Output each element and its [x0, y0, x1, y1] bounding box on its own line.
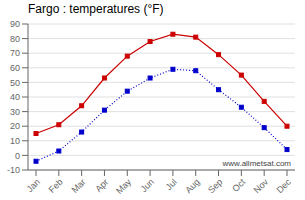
- svg-text:Oct: Oct: [230, 177, 247, 194]
- svg-text:Jan: Jan: [25, 177, 42, 194]
- svg-text:10: 10: [10, 136, 20, 146]
- svg-text:Feb: Feb: [47, 177, 65, 195]
- svg-text:20: 20: [10, 121, 20, 131]
- svg-text:90: 90: [10, 19, 20, 29]
- svg-text:80: 80: [10, 34, 20, 44]
- svg-text:Aug: Aug: [183, 177, 201, 195]
- svg-text:Dec: Dec: [275, 177, 294, 196]
- svg-text:May: May: [114, 177, 133, 196]
- svg-text:Sep: Sep: [206, 177, 224, 195]
- html-text:Fargo : temperatures (°F): Fargo : temperatures (°F): [28, 2, 164, 16]
- html-text:www.allmetsat.com: www.allmetsat.com: [222, 159, 291, 168]
- svg-text:Apr: Apr: [93, 177, 110, 194]
- svg-text:0: 0: [15, 151, 20, 161]
- svg-text:50: 50: [10, 78, 20, 88]
- svg-text:60: 60: [10, 63, 20, 73]
- svg-text:40: 40: [10, 92, 20, 102]
- svg-text:Nov: Nov: [252, 177, 271, 196]
- svg-text:Mar: Mar: [70, 177, 88, 195]
- svg-text:70: 70: [10, 48, 20, 58]
- svg-text:-10: -10: [8, 165, 20, 175]
- svg-text:Jun: Jun: [139, 177, 156, 194]
- svg-text:30: 30: [10, 107, 20, 117]
- svg-text:Jul: Jul: [164, 177, 179, 192]
